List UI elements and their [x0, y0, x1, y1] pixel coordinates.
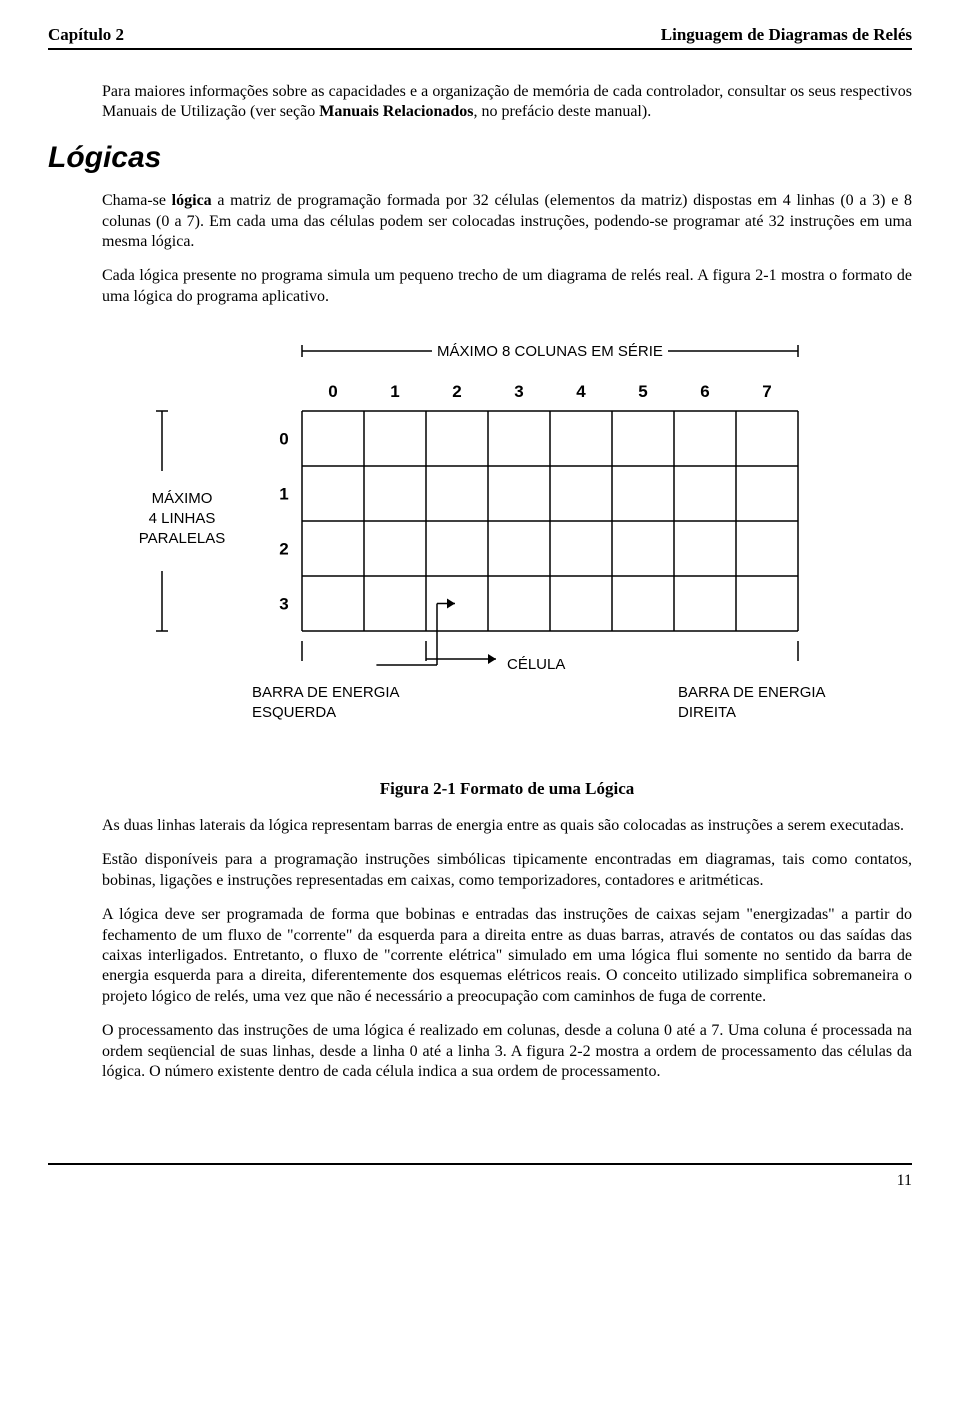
svg-text:7: 7 — [762, 382, 771, 401]
p1-post: a matriz de programação formada por 32 c… — [102, 192, 912, 250]
svg-text:1: 1 — [279, 485, 288, 504]
paragraph-6: O processamento das instruções de uma ló… — [102, 1021, 912, 1082]
svg-text:3: 3 — [279, 595, 288, 614]
intro-paragraph: Para maiores informações sobre as capaci… — [102, 82, 912, 123]
svg-text:ESQUERDA: ESQUERDA — [252, 704, 336, 721]
svg-text:BARRA DE ENERGIA: BARRA DE ENERGIA — [252, 684, 400, 701]
svg-text:3: 3 — [514, 382, 523, 401]
svg-text:1: 1 — [390, 382, 399, 401]
page-number: 11 — [48, 1171, 912, 1191]
svg-text:PARALELAS: PARALELAS — [139, 530, 225, 547]
svg-text:5: 5 — [638, 382, 647, 401]
header-left: Capítulo 2 — [48, 24, 124, 46]
svg-text:DIREITA: DIREITA — [678, 704, 736, 721]
section-heading-logicas: Lógicas — [48, 139, 912, 177]
svg-text:4: 4 — [576, 382, 586, 401]
svg-text:0: 0 — [279, 430, 288, 449]
svg-text:0: 0 — [328, 382, 337, 401]
figure-svg: MÁXIMO 8 COLUNAS EM SÉRIE 0 1 2 3 4 5 6 7 0 1 2 3 MÁX… — [102, 331, 912, 761]
page-footer: 11 — [48, 1163, 912, 1191]
paragraph-1: Chama-se lógica a matriz de programação … — [102, 191, 912, 252]
svg-text:2: 2 — [452, 382, 461, 401]
p1-bold: lógica — [172, 192, 212, 209]
svg-text:MÁXIMO 8 COLUNAS EM SÉRIE: MÁXIMO 8 COLUNAS EM SÉRIE — [437, 343, 663, 360]
svg-text:6: 6 — [700, 382, 709, 401]
paragraph-5: A lógica deve ser programada de forma qu… — [102, 905, 912, 1007]
paragraph-3: As duas linhas laterais da lógica repres… — [102, 816, 912, 836]
main-content: Para maiores informações sobre as capaci… — [48, 82, 912, 1083]
intro-bold: Manuais Relacionados — [319, 103, 473, 120]
svg-text:2: 2 — [279, 540, 288, 559]
header-right: Linguagem de Diagramas de Relés — [661, 24, 912, 46]
page-header: Capítulo 2 Linguagem de Diagramas de Rel… — [48, 24, 912, 50]
svg-text:4 LINHAS: 4 LINHAS — [149, 510, 216, 527]
figure-caption: Figura 2-1 Formato de uma Lógica — [102, 778, 912, 800]
svg-text:BARRA DE ENERGIA: BARRA DE ENERGIA — [678, 684, 826, 701]
intro-post: , no prefácio deste manual). — [473, 103, 651, 120]
svg-text:CÉLULA: CÉLULA — [507, 656, 565, 673]
figure-2-1: MÁXIMO 8 COLUNAS EM SÉRIE 0 1 2 3 4 5 6 7 0 1 2 3 MÁX… — [102, 331, 912, 799]
svg-text:MÁXIMO: MÁXIMO — [152, 490, 213, 507]
p1-pre: Chama-se — [102, 192, 172, 209]
paragraph-2: Cada lógica presente no programa simula … — [102, 266, 912, 307]
paragraph-4: Estão disponíveis para a programação ins… — [102, 850, 912, 891]
